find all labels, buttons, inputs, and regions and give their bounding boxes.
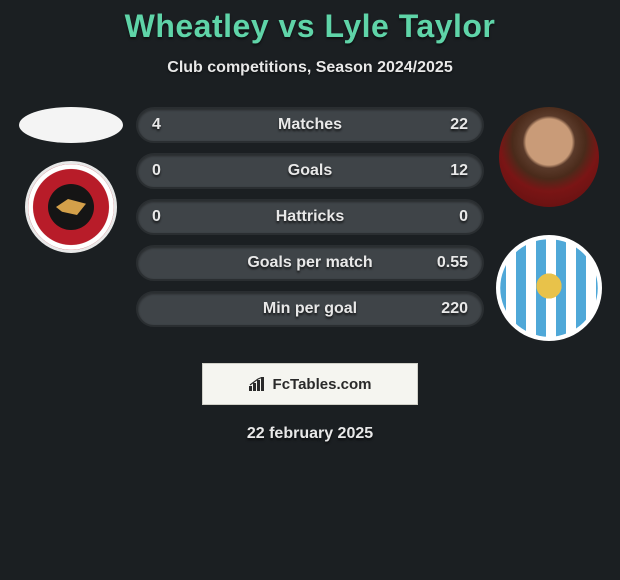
page-title: Wheatley vs Lyle Taylor [0, 8, 620, 45]
stat-row-goals-per-match: Goals per match 0.55 [136, 245, 484, 281]
stats-column: 4 Matches 22 0 Goals 12 0 Hattricks 0 Go… [136, 107, 484, 327]
brand-badge[interactable]: FcTables.com [202, 363, 418, 405]
stat-label: Hattricks [276, 208, 344, 226]
main-row: 4 Matches 22 0 Goals 12 0 Hattricks 0 Go… [0, 107, 620, 341]
chart-icon [249, 377, 267, 391]
stat-right-value: 22 [450, 116, 468, 134]
club-badge-colchester [496, 235, 602, 341]
stat-right-value: 12 [450, 162, 468, 180]
stat-left-value: 4 [152, 116, 161, 134]
player-photo-left [19, 107, 123, 143]
right-player-column [494, 107, 604, 341]
stat-row-hattricks: 0 Hattricks 0 [136, 199, 484, 235]
date-line: 22 february 2025 [0, 425, 620, 443]
stat-left-value: 0 [152, 162, 161, 180]
player-photo-right [499, 107, 599, 207]
stat-row-goals: 0 Goals 12 [136, 153, 484, 189]
stat-row-matches: 4 Matches 22 [136, 107, 484, 143]
stat-row-min-per-goal: Min per goal 220 [136, 291, 484, 327]
stat-right-value: 0.55 [437, 254, 468, 272]
comparison-card: Wheatley vs Lyle Taylor Club competition… [0, 0, 620, 443]
stat-right-value: 0 [459, 208, 468, 226]
stat-left-value: 0 [152, 208, 161, 226]
stat-label: Min per goal [263, 300, 357, 318]
stat-label: Matches [278, 116, 342, 134]
subtitle: Club competitions, Season 2024/2025 [0, 59, 620, 77]
club-badge-walsall [25, 161, 117, 253]
stat-label: Goals [288, 162, 332, 180]
stat-right-value: 220 [441, 300, 468, 318]
brand-text: FcTables.com [273, 376, 372, 393]
left-player-column [16, 107, 126, 253]
stat-label: Goals per match [247, 254, 372, 272]
